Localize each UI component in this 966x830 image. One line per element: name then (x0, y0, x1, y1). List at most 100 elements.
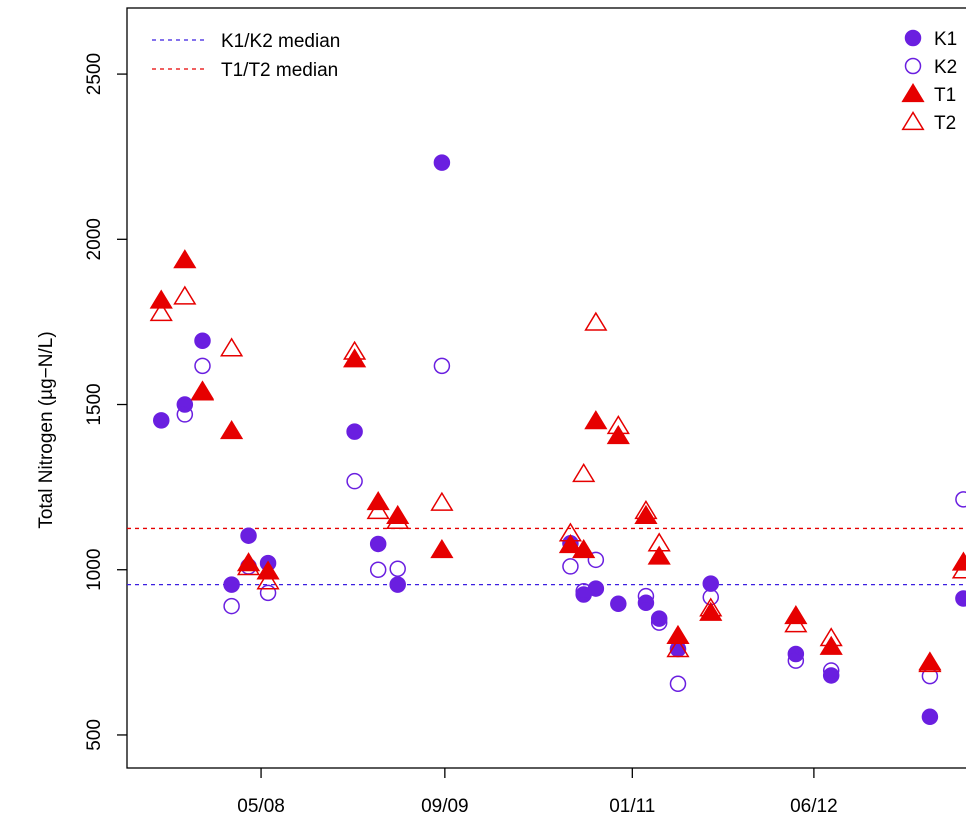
y-tick-label: 2500 (84, 53, 105, 95)
plot-frame-layer (126, 7, 966, 769)
data-point (637, 587, 655, 605)
x-tick-label: 06/12 (790, 796, 838, 817)
data-point (822, 667, 840, 684)
data-point (220, 420, 244, 440)
x-tick-label: 01/11 (609, 796, 655, 817)
legend-median-lines: K1/K2 median T1/T2 median (152, 31, 340, 81)
data-point (433, 357, 451, 375)
data-point (918, 651, 942, 671)
legend-label: K1 (934, 29, 957, 50)
data-point (610, 595, 627, 613)
data-point (240, 527, 257, 544)
data-point (562, 558, 579, 575)
y-tick-label: 2000 (84, 218, 105, 260)
series-t2 (149, 285, 966, 673)
data-point (256, 560, 280, 580)
reference-lines-layer (127, 527, 966, 586)
data-point (194, 357, 211, 375)
plot-frame (126, 7, 966, 769)
data-point (819, 627, 843, 647)
legend-label: K2 (934, 57, 957, 78)
data-point (784, 613, 808, 633)
data-point (650, 614, 668, 631)
data-point (433, 154, 451, 171)
data-point (176, 406, 194, 423)
data-point (190, 380, 215, 400)
data-point (634, 499, 658, 520)
data-point (951, 551, 966, 571)
data-point (173, 249, 197, 269)
data-point (666, 624, 690, 644)
data-point (346, 472, 363, 490)
data-point (921, 708, 939, 726)
data-point (173, 285, 197, 305)
x-tick-label: 09/09 (421, 796, 469, 817)
data-point (190, 381, 215, 401)
data-point (149, 289, 173, 309)
data-point (584, 410, 608, 430)
data-point (787, 652, 805, 669)
data-point (575, 582, 592, 600)
data-point (634, 504, 658, 525)
data-point (955, 590, 966, 607)
series-k1 (153, 154, 966, 726)
data-point (236, 556, 261, 576)
data-point (918, 652, 942, 673)
legend-marker (901, 111, 925, 131)
data-point (223, 597, 240, 615)
data-point (647, 545, 671, 565)
data-point (430, 491, 454, 511)
legend-marker (904, 57, 922, 75)
data-point (558, 534, 583, 554)
data-point (822, 662, 840, 679)
data-point (650, 610, 668, 627)
data-point (587, 551, 605, 569)
legend-series: K1 K2 T1 T2 (901, 29, 957, 134)
data-point (955, 491, 966, 508)
data-point (220, 337, 244, 357)
data-point (558, 522, 583, 542)
legend-label: T1 (934, 85, 956, 106)
data-point (343, 340, 367, 360)
legend-label: T2 (934, 113, 956, 134)
data-point (343, 348, 367, 368)
data-point (366, 499, 390, 520)
legend-label: K1/K2 median (221, 31, 340, 52)
data-point (256, 570, 280, 590)
y-tick-label: 1000 (84, 549, 105, 591)
legend-marker (901, 83, 925, 103)
data-point (606, 415, 630, 435)
data-point (647, 532, 671, 552)
data-point (606, 424, 630, 445)
data-point (346, 423, 363, 440)
data-point (369, 561, 387, 578)
data-points-layer (149, 154, 966, 726)
data-point (389, 560, 406, 577)
data-point (702, 575, 720, 592)
data-point (389, 576, 406, 593)
data-point (194, 332, 211, 349)
data-point (149, 302, 173, 322)
data-point (259, 584, 277, 602)
data-point (430, 538, 454, 559)
data-point (951, 559, 966, 579)
data-point (572, 538, 596, 559)
data-point (572, 462, 596, 483)
data-point (699, 597, 723, 617)
data-point (584, 311, 608, 331)
y-tick-label: 1500 (84, 383, 105, 425)
data-point (369, 535, 387, 553)
data-point (637, 594, 655, 612)
data-point (669, 675, 687, 692)
data-point (666, 638, 690, 658)
x-tick-label: 05/08 (237, 796, 285, 817)
data-point (587, 580, 605, 597)
axes-layer: 500 1000 1500 2000 2500 05/08 09/09 01/11 06/12 (84, 53, 838, 817)
legend-label: T1/T2 median (221, 60, 338, 81)
y-axis-title: Total Nitrogen (µg−N/L) (36, 331, 57, 528)
data-point (153, 412, 170, 429)
series-t1 (149, 249, 966, 671)
data-point (223, 576, 240, 593)
